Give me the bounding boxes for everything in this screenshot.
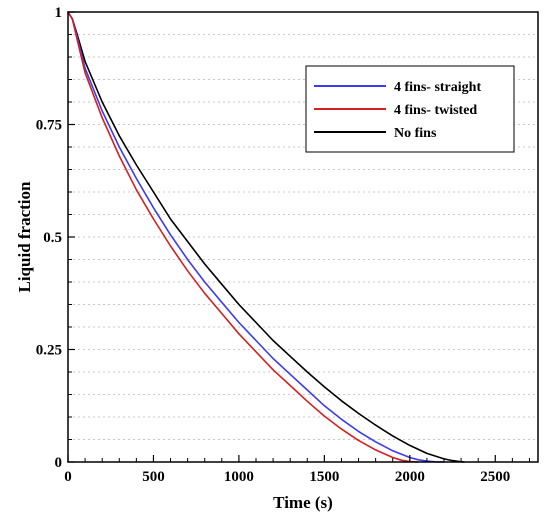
x-tick-label: 2000 — [395, 469, 425, 485]
axis-ticks: 0 500 1000 1500 2000 2500 0 0.25 0.5 0.75 1 — [36, 5, 530, 485]
x-axis-title: Time (s) — [273, 493, 333, 512]
legend-label-straight: 4 fins- straight — [394, 80, 481, 95]
y-tick-label: 0.25 — [36, 343, 62, 359]
legend-label-twisted: 4 fins- twisted — [394, 103, 477, 118]
series-lines — [67, 11, 465, 463]
x-tick-label: 500 — [142, 469, 165, 485]
x-tick-label: 0 — [64, 469, 72, 485]
series-line-4-fins-twisted — [67, 11, 419, 463]
series-line-no-fins — [67, 11, 465, 463]
y-tick-label: 0 — [55, 455, 63, 471]
x-tick-label: 1000 — [224, 469, 254, 485]
y-tick-label: 0.5 — [43, 230, 62, 246]
legend: 4 fins- straight 4 fins- twisted No fins — [305, 65, 515, 153]
y-axis-title: Liquid fraction — [15, 181, 34, 293]
y-tick-label: 0.75 — [36, 118, 62, 134]
y-tick-label: 1 — [55, 5, 63, 21]
series-line-4-fins-straight — [67, 11, 445, 463]
x-tick-label: 1500 — [309, 469, 339, 485]
legend-label-no-fins: No fins — [394, 126, 437, 141]
x-tick-label: 2500 — [480, 469, 510, 485]
